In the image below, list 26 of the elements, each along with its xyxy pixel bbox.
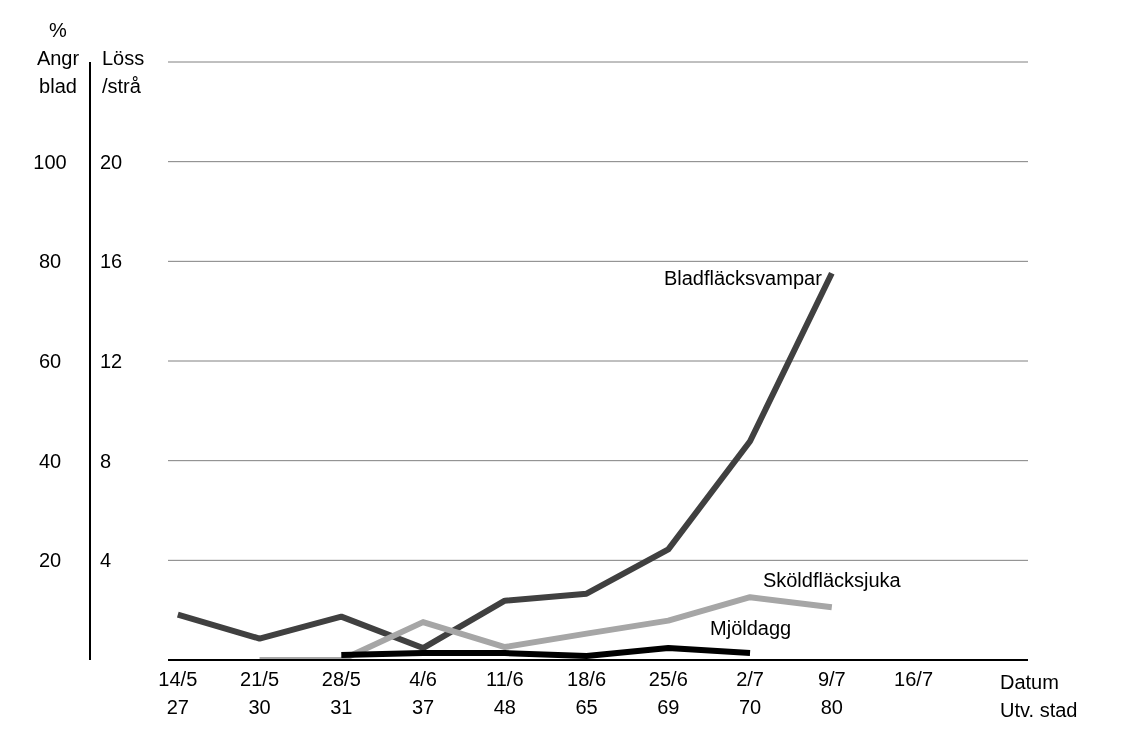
x-tick-label: 11/6 48 — [486, 668, 524, 718]
x-tick-label: 16/7 — [894, 668, 934, 690]
y2-tick-label: 8 — [100, 449, 112, 472]
x-tick-label: 28/5 31 — [321, 668, 361, 718]
y2-tick-label: 4 — [100, 549, 112, 572]
y-tick-label: 20 — [38, 549, 62, 572]
series-label: Mjöldagg — [710, 617, 792, 640]
x-tick-label: 18/6 65 — [567, 668, 607, 718]
y2-tick-label: 16 — [100, 250, 123, 273]
series-label: Bladfläcksvampar — [663, 267, 823, 290]
x-tick-label: 9/7 80 — [817, 668, 846, 718]
x-tick-label: 4/6 37 — [409, 668, 437, 718]
y-tick-label: 40 — [38, 449, 62, 472]
y-tick-label: 100 — [33, 150, 67, 173]
x-tick-label: 14/5 27 — [158, 668, 198, 718]
x-axis-title: Datum Utv. stad — [1000, 670, 1078, 723]
y-tick-label: 60 — [38, 350, 62, 372]
x-tick-label: 21/5 30 — [240, 668, 280, 718]
series-label: Sköldfläcksjuka — [762, 569, 902, 592]
y-axis-title: % Angr blad — [35, 18, 81, 99]
x-tick-label: 25/6 69 — [648, 668, 688, 718]
x-tick-label: 2/7 70 — [736, 668, 764, 718]
y-tick-label: 80 — [38, 250, 62, 273]
y2-tick-label: 20 — [100, 150, 123, 173]
y2-axis-title: Löss /strå — [102, 46, 145, 99]
y2-tick-label: 12 — [100, 350, 123, 372]
